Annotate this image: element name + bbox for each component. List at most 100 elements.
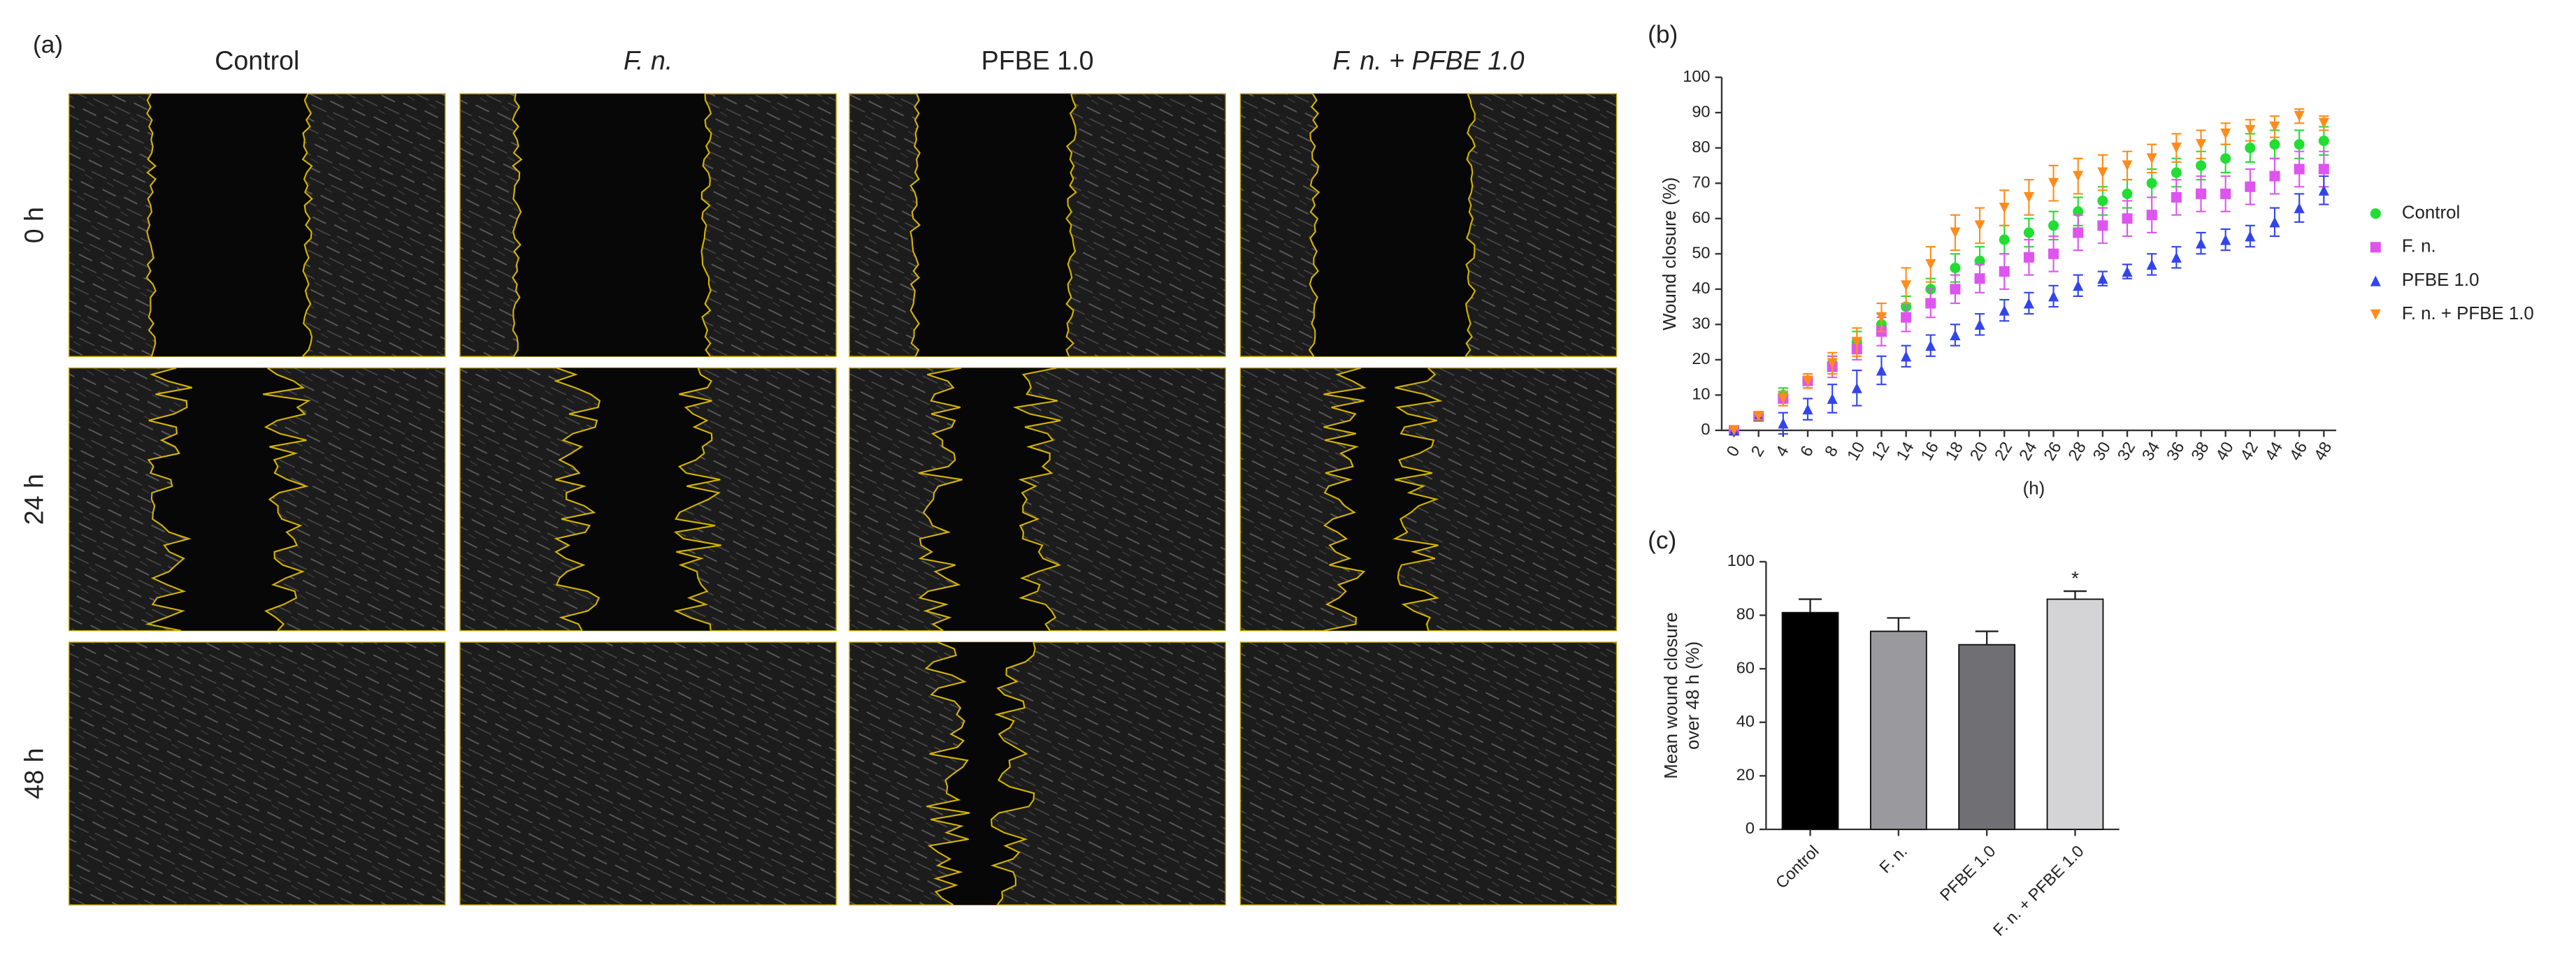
data-point [1778,418,1789,429]
data-point [2195,188,2207,199]
bar [1958,644,2016,830]
data-point [2048,291,2059,302]
data-point [2195,160,2207,171]
x-tick-label: 44 [2261,439,2287,464]
data-point [1753,411,1764,422]
y-tick-label: 20 [1692,349,1710,368]
data-point [1778,393,1789,404]
row-header: 24 h [20,474,49,525]
wound-edge [511,93,523,357]
y-tick-label: 30 [1692,314,1710,333]
x-tick-label: PFBE 1.0 [1936,842,1999,905]
error-bar [1799,598,1822,613]
data-point [1925,298,1936,309]
data-point [2097,273,2108,284]
data-point [2294,139,2305,150]
wound-area [910,94,1077,357]
legend-marker [2370,275,2381,286]
error-bar [1975,630,1999,645]
y-tick-label: 10 [1692,385,1710,403]
row-header: 48 h [20,748,49,799]
data-point [2220,128,2231,140]
x-tick-label: 0 [1722,442,1743,459]
data-point [2220,188,2231,199]
x-tick-label: 42 [2236,439,2261,464]
wound-edge [700,94,712,357]
data-point [1999,234,2010,245]
x-tick-label: 14 [1892,439,1917,464]
data-point [2195,139,2207,150]
data-point [2171,167,2182,178]
x-tick-label: 12 [1868,439,1893,464]
data-point [2146,177,2157,189]
x-tick-label: 24 [2015,439,2041,464]
x-tick-label: 46 [2286,439,2311,464]
data-point [2294,203,2305,214]
legend-marker [2370,242,2381,253]
data-point [1827,358,1838,369]
x-tick-label: 16 [1917,439,1942,464]
bar [2046,598,2104,830]
panel-label: (c) [1648,527,1676,554]
data-point [1827,393,1838,404]
data-point [1901,280,1912,291]
data-point [2195,238,2207,249]
wound-edge [1323,367,1367,632]
wound-edge [924,641,970,906]
y-tick-label: 20 [1736,766,1755,784]
data-point [1950,262,1961,274]
y-tick-label: 80 [1736,605,1755,623]
wound-edge [145,93,157,357]
data-point [2073,170,2084,182]
y-axis-title: Wound closure (%) [1660,177,1680,330]
data-point [2146,210,2157,221]
wound-edge [909,93,921,357]
x-tick-label: F. n. + PFBE 1.0 [1989,842,2087,940]
data-point [1876,312,1887,323]
y-tick-label: 100 [1727,551,1755,569]
data-point [2318,163,2329,175]
data-point [1950,227,1961,238]
y-tick-label: 40 [1736,712,1755,730]
wound-edge [918,367,963,632]
data-point [1851,382,1862,393]
data-point [1950,284,1961,295]
data-point [1999,305,2010,316]
data-point [2122,213,2133,224]
y-tick-label: 60 [1692,208,1710,226]
data-point [2097,167,2108,178]
error-bar [1887,617,1911,632]
x-tick-label: 32 [2114,439,2139,464]
bar [1869,630,1927,830]
significance-marker: * [2071,567,2079,589]
data-point [2269,139,2280,150]
column-header: F. n. + PFBE 1.0 [1332,45,1524,75]
wound-area [1309,94,1476,357]
data-point [2048,248,2059,259]
wound-edge [1065,93,1077,357]
data-point [2294,110,2305,122]
panel-label: (b) [1648,21,1678,48]
data-point [1974,255,1985,266]
image-grid: Control F. n. PFBE 1.0 F. n. + PFBE 1.0 0 h 2… [20,45,1618,906]
x-tick-label: 8 [1821,442,1841,459]
row-header: 0 h [20,207,49,243]
data-point [2048,177,2059,189]
legend-label: PFBE 1.0 [2402,270,2480,290]
data-point [1876,365,1887,376]
micrograph [69,641,446,906]
x-tick-label: 4 [1772,442,1792,459]
data-point [2023,191,2034,203]
data-point [2097,195,2108,207]
panel-label: (a) [33,31,63,58]
data-point [2318,117,2329,129]
data-point [1802,404,1813,415]
data-point [2023,252,2034,263]
wound-edge [1393,367,1443,631]
x-tick-label: F. n. [1876,842,1911,877]
data-point [2171,191,2182,203]
data-point [2097,220,2108,231]
x-tick-label: 34 [2138,439,2164,464]
